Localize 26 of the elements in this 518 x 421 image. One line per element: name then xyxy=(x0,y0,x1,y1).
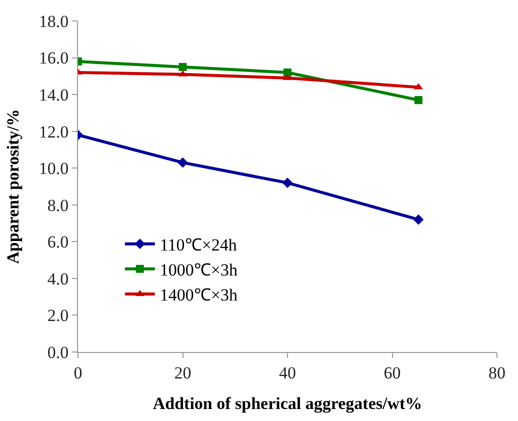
y-tick-label: 6.0 xyxy=(47,232,69,252)
point xyxy=(284,68,292,76)
point xyxy=(178,62,187,71)
y-tick-label: 16.0 xyxy=(38,48,69,68)
point xyxy=(414,96,422,104)
point xyxy=(282,178,293,188)
legend-label: 1000℃×3h xyxy=(160,260,238,280)
legend-label: 110℃×24h xyxy=(160,235,238,254)
y-tick-label: 0.0 xyxy=(47,342,69,362)
y-axis-title: Apparent porosity/% xyxy=(3,109,22,264)
legend-label: 1400℃×3h xyxy=(160,286,238,305)
y-tick-label: 12.0 xyxy=(38,122,69,142)
y-tick-label: 4.0 xyxy=(47,269,69,288)
x-tick-label: 20 xyxy=(174,363,192,382)
y-tick-label: 10.0 xyxy=(38,159,69,178)
x-tick-label: 60 xyxy=(384,363,401,382)
x-tick-label: 40 xyxy=(279,363,296,382)
y-tick-label: 18.0 xyxy=(38,12,69,31)
point xyxy=(413,214,424,225)
x-tick-label: 80 xyxy=(488,363,506,382)
x-axis-title: Addtion of spherical aggregates/wt% xyxy=(152,394,422,413)
point xyxy=(178,157,188,168)
y-tick-label: 8.0 xyxy=(47,196,69,215)
y-tick-label: 2.0 xyxy=(47,306,69,326)
y-tick-label: 14.0 xyxy=(38,86,69,105)
x-tick-label: 0 xyxy=(74,363,82,382)
